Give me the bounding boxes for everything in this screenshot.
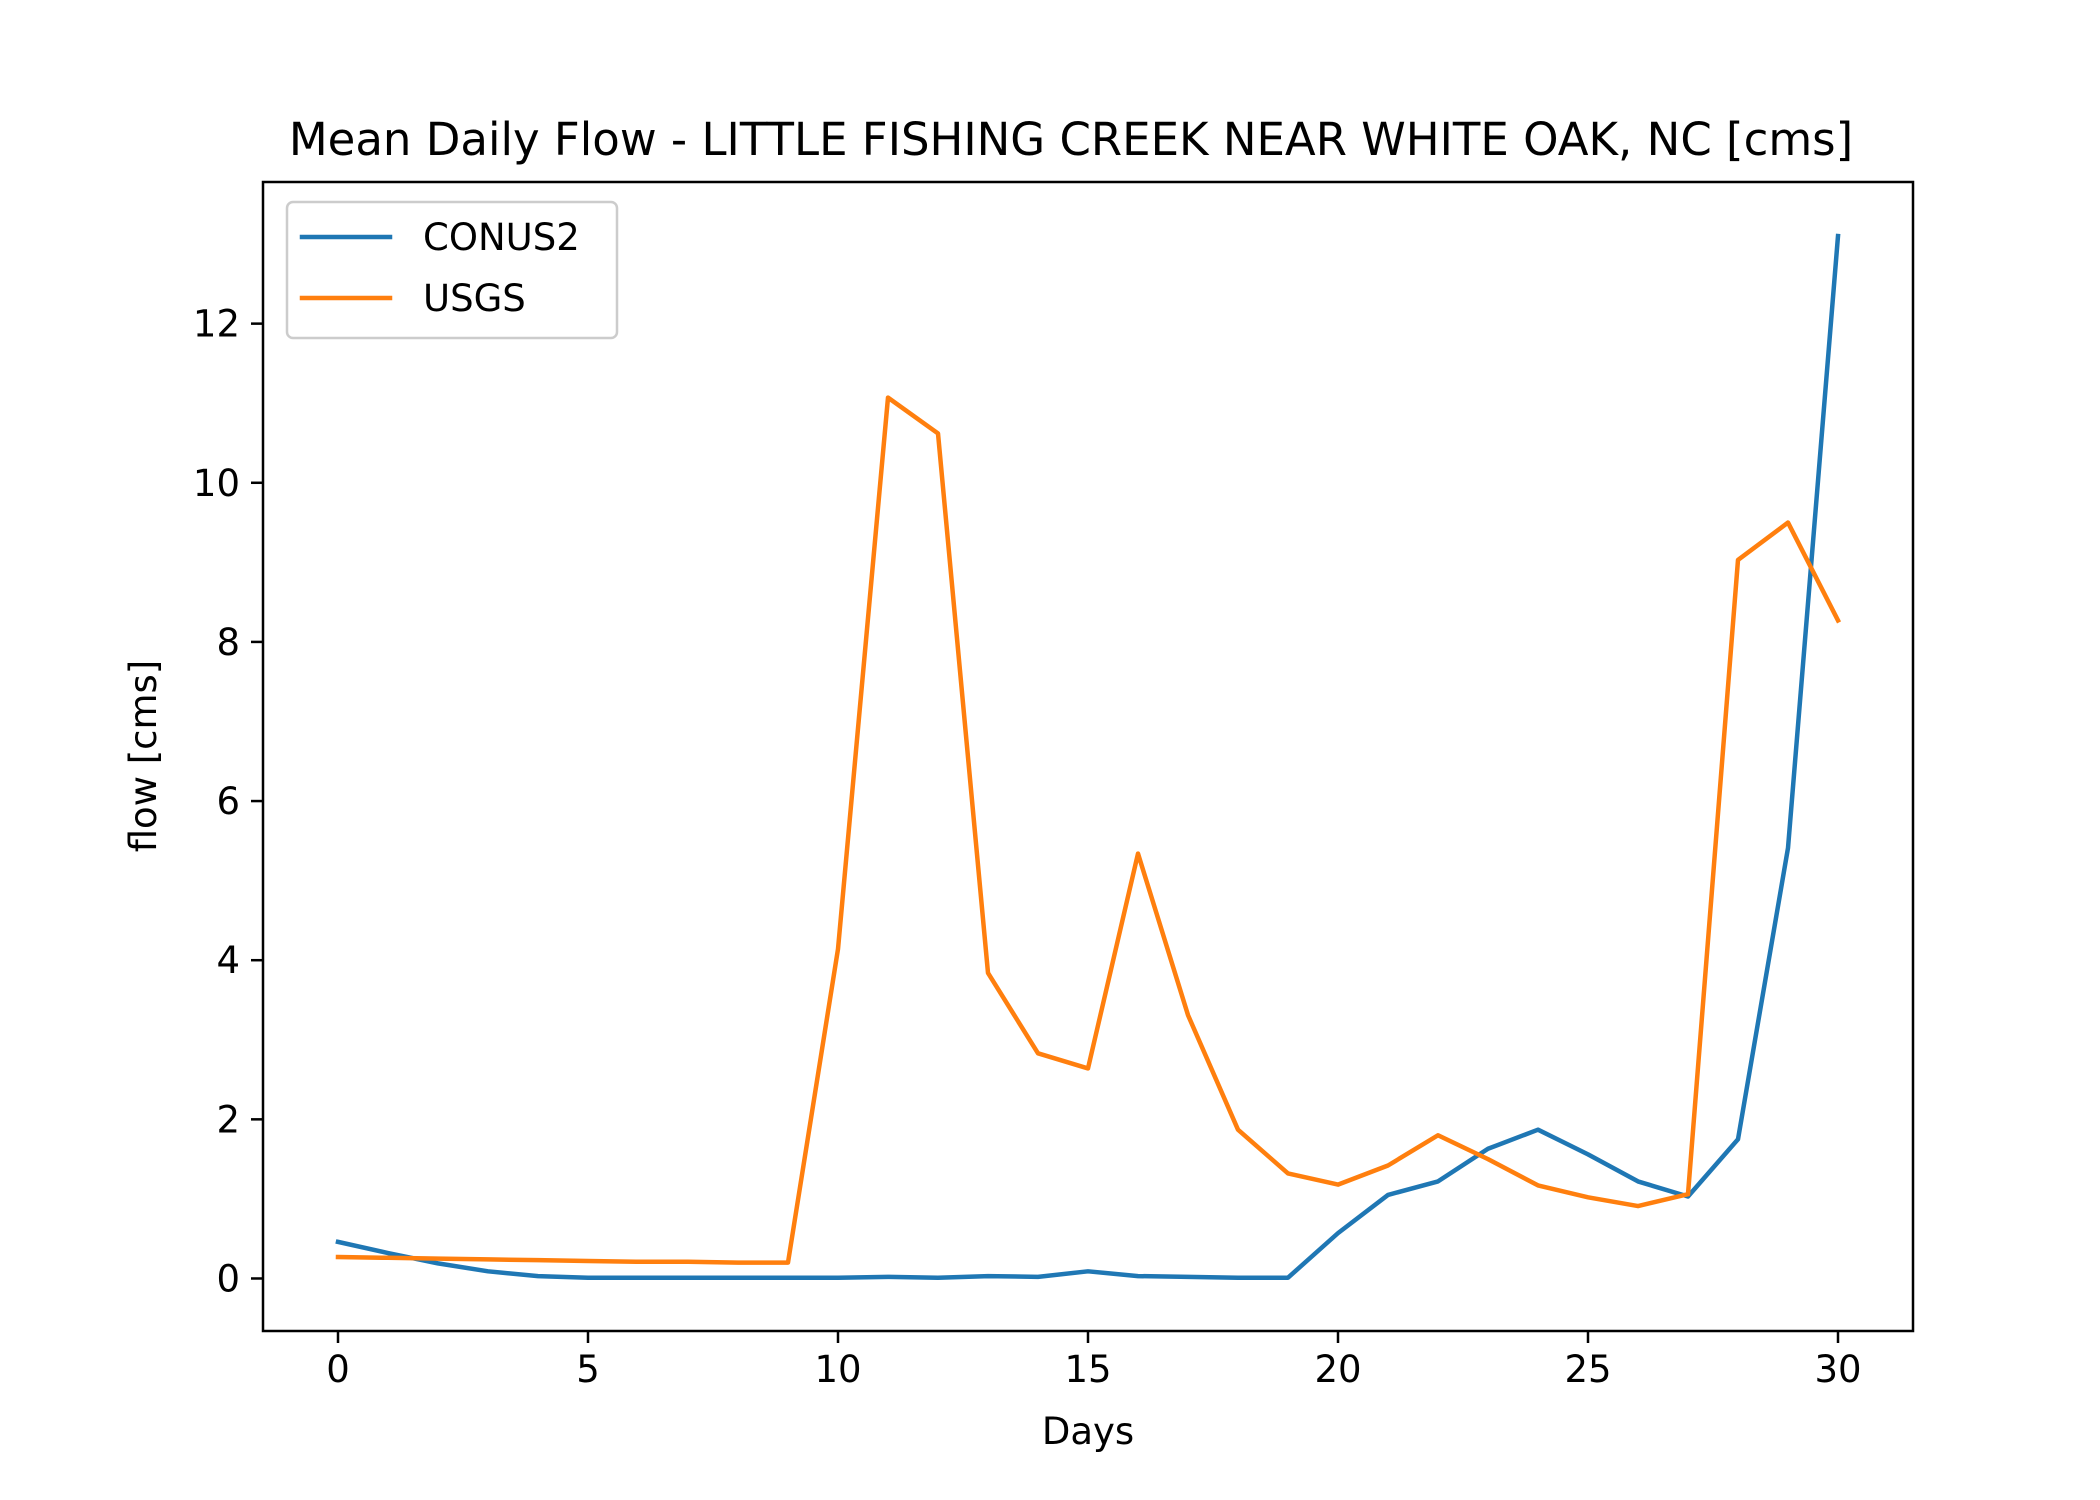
series-layer xyxy=(335,233,1842,1280)
plot-frame xyxy=(261,180,1915,1333)
y-tick-label: 12 xyxy=(193,303,240,346)
y-axis-ticks: 0 2 4 6 8 10 12 xyxy=(193,303,263,1300)
x-tick-label: 30 xyxy=(1814,1348,1861,1391)
x-tick-label: 10 xyxy=(814,1348,861,1391)
x-axis-ticks: 0 5 10 15 20 25 30 xyxy=(326,1331,1862,1391)
y-tick-label: 0 xyxy=(216,1257,240,1300)
y-tick-label: 4 xyxy=(216,939,240,982)
y-axis-label: flow [cms] xyxy=(122,660,165,853)
legend: CONUS2 USGS xyxy=(285,200,619,340)
y-tick-label: 6 xyxy=(216,780,240,823)
legend-label-conus2: CONUS2 xyxy=(423,216,580,259)
x-tick-label: 15 xyxy=(1064,1348,1111,1391)
x-tick-label: 20 xyxy=(1314,1348,1361,1391)
x-axis-label: Days xyxy=(1042,1410,1134,1453)
y-tick-label: 2 xyxy=(216,1098,240,1141)
x-tick-label: 0 xyxy=(326,1348,350,1391)
series-line-conus2 xyxy=(335,233,1841,1280)
series-line-usgs xyxy=(335,395,1842,1265)
y-tick-label: 10 xyxy=(193,462,240,505)
legend-label-usgs: USGS xyxy=(423,277,526,320)
x-tick-label: 25 xyxy=(1564,1348,1611,1391)
y-tick-label: 8 xyxy=(216,621,240,664)
x-tick-label: 5 xyxy=(576,1348,600,1391)
chart-title: Mean Daily Flow - LITTLE FISHING CREEK N… xyxy=(289,113,1853,166)
